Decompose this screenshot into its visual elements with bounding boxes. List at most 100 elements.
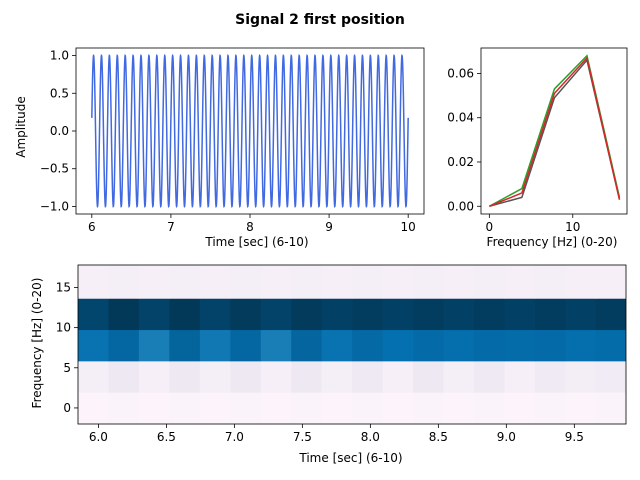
time-signal-series-line	[91, 53, 409, 209]
spectrogram-cell	[413, 265, 444, 299]
spectrogram-cell	[260, 360, 292, 393]
spectrogram-cell	[291, 298, 323, 331]
time-signal-x-tick-label: 10	[401, 220, 416, 234]
spectrogram-cell	[382, 265, 414, 299]
spectrogram-cell	[443, 392, 475, 424]
spectrogram-x-tick-label: 6.0	[89, 430, 108, 444]
spectrogram-cell	[199, 265, 231, 299]
spectrogram-cell	[534, 360, 566, 393]
spectrogram-cell	[291, 360, 323, 393]
spectrogram-cell	[565, 360, 597, 393]
spectrogram-cell	[321, 329, 353, 362]
spectrogram-cell	[504, 392, 536, 424]
time-signal-y-tick-label: −0.5	[40, 162, 69, 176]
spectrogram-cell	[534, 298, 566, 331]
spectrogram-cell	[595, 329, 626, 362]
spectrogram-cell	[534, 392, 566, 424]
spectrogram-cell	[352, 329, 383, 362]
spectrogram-frame	[77, 264, 627, 425]
spectrum-frame	[480, 47, 628, 215]
spectrogram-cells	[78, 265, 626, 424]
spectrogram-cell	[291, 392, 323, 424]
spectrogram-x-tick-label: 6.5	[157, 430, 176, 444]
spectrum-y-tick-label: 0.02	[447, 155, 474, 169]
spectrogram-cell	[78, 392, 109, 424]
spectrogram-cell	[230, 298, 262, 331]
spectrogram-cell	[595, 360, 626, 393]
spectrogram-cell	[504, 329, 536, 362]
spectrogram-cell	[443, 298, 475, 331]
spectrogram-cell	[78, 329, 109, 362]
spectrogram-cell	[321, 360, 353, 393]
spectrogram-cell	[78, 298, 109, 331]
spectrogram-y-tick-label: 0	[63, 401, 71, 415]
spectrogram-cell	[230, 360, 262, 393]
spectrogram-y-label: Frequency [Hz] (0-20)	[30, 278, 44, 409]
spectrogram-cell	[382, 298, 414, 331]
time-signal-x-tick-label: 6	[88, 220, 96, 234]
spectrogram-y-tick-label: 10	[56, 321, 71, 335]
time-signal-y-label: Amplitude	[14, 96, 28, 158]
spectrogram-cell	[138, 360, 170, 393]
spectrogram-cell	[443, 265, 475, 299]
spectrogram-cell	[321, 392, 353, 424]
spectrogram-cell	[352, 360, 383, 393]
spectrogram-cell	[78, 265, 109, 299]
time-signal-x-tick-label: 9	[325, 220, 333, 234]
spectrum-x-label: Frequency [Hz] (0-20)	[487, 235, 618, 249]
spectrogram-cell	[382, 392, 414, 424]
spectrogram-cell	[138, 265, 170, 299]
time-signal-y-tick-label: 0.5	[50, 86, 69, 100]
spectrogram-cell	[534, 329, 566, 362]
spectrogram-cell	[504, 360, 536, 393]
spectrogram-cell	[108, 298, 140, 331]
spectrogram-x-label: Time [sec] (6-10)	[298, 451, 402, 465]
spectrogram-cell	[260, 329, 292, 362]
spectrogram-cell	[138, 392, 170, 424]
spectrogram-cell	[78, 360, 109, 393]
spectrogram-cell	[565, 265, 597, 299]
figure-title: Signal 2 first position	[235, 12, 405, 28]
spectrum-y-tick-label: 0.00	[447, 199, 474, 213]
spectrogram-cell	[565, 392, 597, 424]
spectrogram-cell	[534, 265, 566, 299]
spectrogram-cell	[169, 298, 201, 331]
spectrogram-cell	[352, 392, 383, 424]
spectrogram-cell	[382, 329, 414, 362]
spectrogram-cell	[352, 298, 383, 331]
time-signal-axes: 6 7 8 9 10 −1.0 −0.5 0.0 0.5 1.0 Time [sec] (6-1…	[14, 47, 425, 249]
spectrogram-cell	[199, 298, 231, 331]
spectrogram-cell	[291, 329, 323, 362]
spectrogram-cell	[291, 265, 323, 299]
spectrum-x-tick-label: 10	[565, 220, 580, 234]
time-signal-y-ticks: −1.0 −0.5 0.0 0.5 1.0	[40, 49, 76, 213]
spectrogram-cell	[382, 360, 414, 393]
spectrogram-cell	[565, 329, 597, 362]
spectrogram-x-tick-label: 8.5	[429, 430, 448, 444]
spectrogram-x-tick-label: 9.5	[565, 430, 584, 444]
spectrogram-cell	[169, 329, 201, 362]
spectrogram-cell	[199, 329, 231, 362]
spectrum-axes: 0 10 0.00 0.02 0.04 0.06 Frequency [Hz] (0-2…	[447, 47, 628, 249]
time-signal-x-tick-label: 7	[167, 220, 175, 234]
spectrogram-cell	[473, 360, 505, 393]
spectrogram-cell	[473, 265, 505, 299]
spectrogram-cell	[199, 360, 231, 393]
spectrogram-cell	[443, 329, 475, 362]
spectrogram-cell	[230, 265, 262, 299]
spectrum-plot-area	[480, 47, 628, 215]
spectrogram-x-tick-label: 7.5	[293, 430, 312, 444]
spectrogram-cell	[108, 265, 140, 299]
spectrogram-cell	[413, 329, 444, 362]
spectrogram-cell	[565, 298, 597, 331]
spectrogram-cell	[321, 265, 353, 299]
spectrogram-cell	[138, 329, 170, 362]
spectrogram-cell	[595, 392, 626, 424]
spectrogram-cell	[595, 298, 626, 331]
spectrogram-cell	[260, 298, 292, 331]
spectrum-series-line	[489, 56, 621, 207]
spectrogram-cell	[413, 392, 444, 424]
spectrum-y-tick-label: 0.04	[447, 111, 474, 125]
spectrogram-cell	[108, 360, 140, 393]
